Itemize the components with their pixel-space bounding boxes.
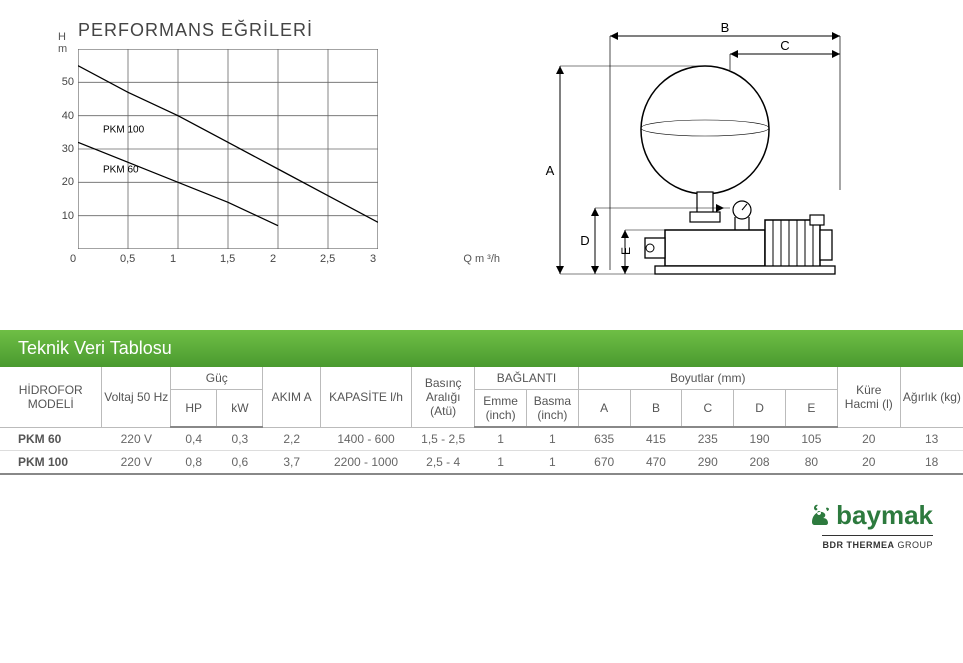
col-volt: Voltaj 50 Hz xyxy=(102,367,171,427)
table-row: PKM 60220 V0,40,32,21400 - 6001,5 - 2,51… xyxy=(0,427,963,451)
svg-text:PKM 60: PKM 60 xyxy=(103,164,139,175)
svg-text:D: D xyxy=(580,233,589,248)
col-current: AKIM A xyxy=(263,367,320,427)
chart-title: PERFORMANS EĞRİLERİ xyxy=(78,20,450,41)
dimension-diagram: B C xyxy=(500,20,920,290)
x-axis-label: Q m ³/h xyxy=(463,253,500,265)
svg-text:A: A xyxy=(546,163,555,178)
col-dims: Boyutlar (mm) xyxy=(578,367,837,390)
table-header-bar: Teknik Veri Tablosu xyxy=(0,330,963,367)
table-row: PKM 100220 V0,80,63,72200 - 10002,5 - 41… xyxy=(0,451,963,475)
col-pressure: Basınç Aralığı (Atü) xyxy=(412,367,475,427)
y-axis-label-h: H xyxy=(58,31,66,43)
col-sphere: Küre Hacmi (l) xyxy=(837,367,900,427)
y-axis-label-m: m xyxy=(58,43,67,55)
svg-text:B: B xyxy=(721,20,730,35)
col-conn: BAĞLANTI xyxy=(475,367,579,390)
col-power: Güç xyxy=(171,367,263,390)
brand-logo: baymak xyxy=(806,500,933,531)
footer-group: BDR THERMEA GROUP xyxy=(822,535,933,550)
svg-text:C: C xyxy=(780,38,789,53)
col-capacity: KAPASİTE l/h xyxy=(320,367,411,427)
squirrel-icon xyxy=(806,502,834,530)
svg-text:E: E xyxy=(619,247,633,255)
svg-text:PKM 100: PKM 100 xyxy=(103,124,145,135)
col-model: HİDROFOR MODELİ xyxy=(0,367,102,427)
col-weight: Ağırlık (kg) xyxy=(900,367,963,427)
spec-table: HİDROFOR MODELİ Voltaj 50 Hz Güç AKIM A … xyxy=(0,367,963,475)
performance-chart: PKM 100PKM 60 102030405000,511,522,53 Q … xyxy=(30,49,450,249)
